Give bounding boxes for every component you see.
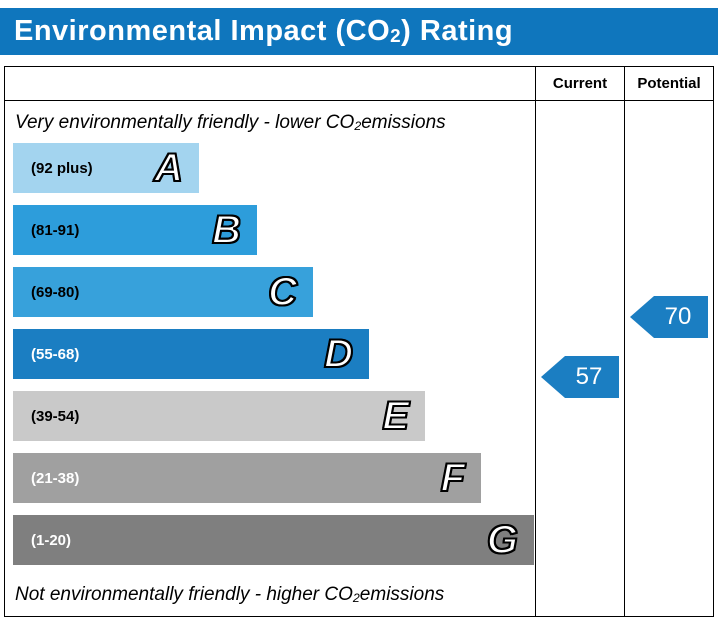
band-c-letter: C bbox=[267, 270, 298, 314]
band-f-bar: (21-38) F bbox=[13, 453, 481, 503]
band-d-letter: D bbox=[323, 332, 354, 376]
rating-table: Current Potential Very environmentally f… bbox=[4, 66, 714, 617]
band-a-range: (92 plus) bbox=[31, 159, 93, 177]
band-e-letter: E bbox=[381, 394, 410, 438]
band-g-letter: G bbox=[486, 518, 519, 562]
bottom-note: Not environmentally friendly - higher CO… bbox=[15, 584, 445, 606]
potential-column-header: Potential bbox=[625, 67, 713, 101]
top-note: Very environmentally friendly - lower CO… bbox=[15, 112, 446, 134]
bottom-note-suffix: emissions bbox=[359, 584, 445, 605]
current-column-header: Current bbox=[536, 67, 625, 101]
band-f-range: (21-38) bbox=[31, 469, 80, 487]
band-c-range: (69-80) bbox=[31, 283, 80, 301]
page-title: Environmental Impact (CO 2) Rating bbox=[0, 8, 718, 55]
band-b-range: (81-91) bbox=[31, 221, 80, 239]
page-title-suffix: ) Rating bbox=[401, 15, 514, 47]
top-note-suffix: emissions bbox=[361, 112, 446, 133]
current-column: 57 bbox=[536, 101, 625, 616]
current-rating-value: 57 bbox=[575, 363, 603, 390]
bottom-note-text: Not environmentally friendly - higher CO bbox=[15, 584, 353, 605]
band-g-range: (1-20) bbox=[31, 531, 72, 549]
potential-column: 70 bbox=[625, 101, 713, 616]
band-d-range: (55-68) bbox=[31, 345, 80, 363]
band-a-bar: (92 plus) A bbox=[13, 143, 199, 193]
band-e-range: (39-54) bbox=[31, 407, 80, 425]
band-e-bar: (39-54) E bbox=[13, 391, 425, 441]
rating-bands: (92 plus) A (81-91) B (69-80) C (55-68) … bbox=[13, 143, 535, 565]
band-c-bar: (69-80) C bbox=[13, 267, 313, 317]
band-a-letter: A bbox=[153, 146, 184, 190]
band-b-bar: (81-91) B bbox=[13, 205, 257, 255]
top-note-text: Very environmentally friendly - lower CO bbox=[15, 112, 355, 133]
band-d-bar: (55-68) D bbox=[13, 329, 369, 379]
page-title-text: Environmental Impact (CO bbox=[14, 15, 391, 47]
potential-rating-arrow: 70 bbox=[630, 296, 708, 338]
potential-rating-value: 70 bbox=[664, 303, 692, 330]
band-f-letter: F bbox=[440, 456, 466, 500]
current-rating-arrow: 57 bbox=[541, 356, 619, 398]
bands-chart-area: Very environmentally friendly - lower CO… bbox=[5, 101, 536, 616]
band-b-letter: B bbox=[211, 208, 242, 252]
chart-header-cell bbox=[5, 67, 536, 101]
band-g-bar: (1-20) G bbox=[13, 515, 534, 565]
